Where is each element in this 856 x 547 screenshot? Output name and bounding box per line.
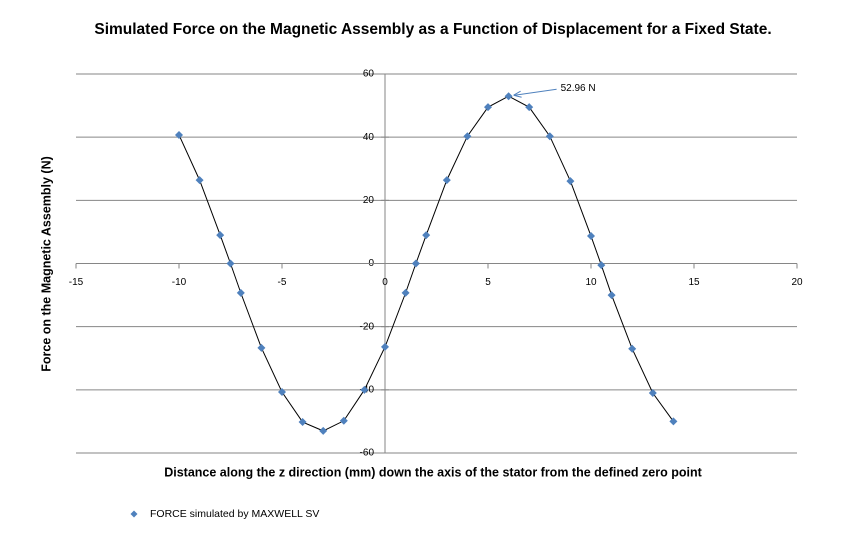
data-point	[648, 388, 657, 397]
x-tick-label: -15	[69, 277, 84, 288]
legend-label: FORCE simulated by MAXWELL SV	[150, 508, 319, 520]
chart-title: Simulated Force on the Magnetic Assembly…	[94, 21, 771, 38]
data-point	[339, 416, 348, 425]
x-tick-label: 15	[688, 277, 700, 288]
data-point	[628, 344, 637, 353]
x-tick-label: -5	[278, 277, 287, 288]
data-point	[360, 385, 369, 394]
data-point	[442, 176, 451, 185]
annotation-arrowhead	[513, 90, 522, 98]
y-axis-label: Force on the Magnetic Assembly (N)	[39, 156, 53, 372]
data-point	[504, 92, 513, 101]
annotation: 52.96 N	[561, 83, 596, 94]
data-point	[422, 231, 431, 240]
data-point	[257, 343, 266, 352]
data-point	[669, 417, 678, 426]
data-point	[226, 259, 235, 268]
x-tick-label: 0	[382, 277, 388, 288]
data-point	[597, 261, 606, 270]
data-point	[319, 426, 328, 435]
x-axis-label: Distance along the z direction (mm) down…	[164, 465, 702, 479]
x-tick-label: -10	[172, 277, 187, 288]
data-point	[381, 342, 389, 351]
data-point	[236, 288, 245, 297]
y-tick-label: -60	[360, 448, 375, 459]
data-point	[607, 291, 616, 300]
data-point	[401, 288, 410, 297]
data-point	[175, 130, 183, 139]
data-point	[587, 232, 595, 241]
y-tick-label: -20	[360, 321, 375, 332]
data-point	[525, 103, 534, 112]
data-point	[195, 176, 204, 185]
y-tick-label: 40	[363, 132, 375, 143]
data-point	[484, 103, 492, 112]
x-tick-label: 5	[485, 277, 491, 288]
data-point	[566, 177, 575, 186]
legend-marker	[130, 510, 138, 518]
y-tick-label: 20	[363, 195, 375, 206]
y-tick-label: 60	[363, 69, 375, 80]
x-tick-label: 10	[585, 277, 597, 288]
data-point	[545, 132, 554, 141]
data-point	[411, 259, 420, 268]
annotation-arrow	[514, 88, 557, 96]
data-point	[463, 132, 472, 141]
data-point	[298, 418, 307, 427]
data-point	[278, 388, 286, 397]
data-point	[216, 231, 225, 240]
x-tick-label: 20	[791, 277, 803, 288]
series-line	[178, 95, 674, 432]
